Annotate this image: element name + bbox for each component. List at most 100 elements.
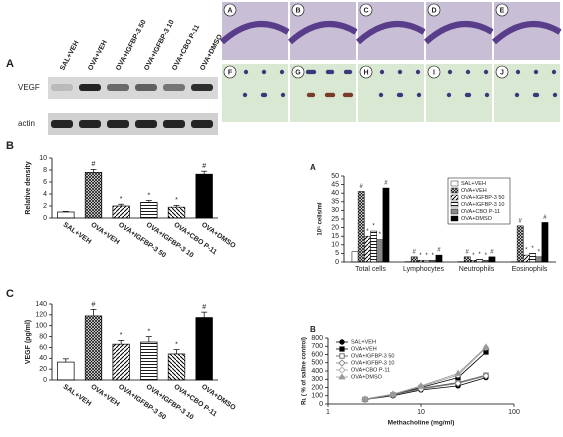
x-tick-label: OVA+IGFBP-3 10 (145, 383, 195, 421)
y-tick-label: 4 (43, 191, 47, 198)
bar (57, 361, 75, 381)
cell (279, 69, 285, 75)
bar (516, 225, 524, 263)
micrographs: A B C D E F G H I J (219, 2, 562, 122)
legend-label: SAL+VEH (461, 181, 486, 187)
marker (339, 367, 345, 373)
cell (397, 69, 403, 75)
label-circle (427, 65, 441, 79)
bar (488, 256, 496, 263)
bar (195, 173, 213, 219)
western-blot: A VEGF actin (6, 58, 218, 135)
cell (379, 69, 385, 75)
cell (415, 69, 421, 75)
y-tick-label: 10 (331, 242, 339, 249)
legend-swatch (450, 201, 459, 208)
bar (382, 187, 390, 263)
bar (140, 202, 158, 219)
tissue (219, 21, 290, 45)
annotation: * (120, 196, 123, 203)
y-tick-label: 45 (331, 181, 339, 188)
tissue (491, 21, 562, 45)
panel-label: B (310, 325, 316, 334)
cell (464, 92, 470, 98)
cell (447, 69, 453, 75)
cell (465, 69, 471, 75)
bar (529, 253, 536, 263)
annotation: # (360, 184, 364, 190)
band (79, 120, 101, 128)
bar (112, 205, 130, 219)
legend-swatch (450, 194, 459, 201)
annotation: # (466, 249, 470, 255)
tissue (423, 21, 494, 45)
row-label: VEGF (18, 83, 40, 92)
bar (535, 256, 543, 263)
y-tick-label: 0 (43, 377, 47, 384)
bar (463, 256, 471, 263)
annotation: * (372, 224, 375, 230)
y-tick-label: 20 (331, 224, 339, 231)
y-tick-label: 0 (335, 259, 339, 266)
micrograph-label: H (363, 69, 368, 76)
annotation: * (419, 253, 422, 259)
annotation: # (543, 215, 547, 221)
band (191, 120, 213, 128)
annotation: * (425, 253, 428, 259)
x-tick-label: Lymphocytes (403, 266, 444, 273)
panel-label: C (6, 288, 14, 300)
legend-label: OVA+VEH (351, 346, 377, 352)
y-tick-label: 60 (39, 344, 47, 351)
lane-label: SAL+VEH (59, 40, 80, 72)
legend-swatch (450, 208, 459, 215)
annotation: * (366, 229, 369, 235)
annotation: # (202, 163, 206, 170)
legend-label: OVA+IGFBP-3 10 (461, 202, 504, 208)
label-circle (291, 65, 305, 79)
micrograph-label: J (500, 69, 504, 76)
bar (167, 206, 186, 219)
micrograph-label: G (295, 69, 301, 76)
x-tick-label: 1 (326, 409, 330, 416)
band (163, 120, 185, 128)
band (135, 120, 157, 128)
legend-label: OVA+CBO P-11 (351, 367, 390, 373)
annotation: * (538, 249, 541, 255)
label-circle (291, 3, 305, 17)
annotation: # (437, 248, 441, 254)
legend-label: SAL+VEH (351, 339, 376, 345)
row-label: actin (18, 119, 35, 128)
bar (351, 251, 359, 263)
micrograph-label: E (500, 7, 505, 14)
legend-box (447, 177, 511, 225)
x-tick-label: Neutrophils (459, 266, 495, 273)
marker (339, 353, 345, 359)
bar (541, 222, 549, 263)
micrograph-label: C (363, 7, 368, 14)
label-circle (359, 3, 373, 17)
lane-label: OVA+CBO P-11 (171, 24, 201, 72)
axes (51, 304, 218, 381)
x-tick-label: OVA+VEH (89, 383, 120, 408)
marker (482, 372, 490, 380)
bar (84, 315, 103, 381)
legend-label: OVA+CBO P-11 (461, 209, 500, 215)
panel-label: A (6, 58, 14, 70)
x-tick-label: OVA+IGFBP-3 50 (117, 383, 167, 421)
cell (325, 69, 331, 75)
annotation: * (531, 246, 534, 252)
cell (396, 92, 402, 98)
lane-label: OVA+IGFBP-3 50 (115, 19, 148, 72)
y-tick-label: 10 (39, 155, 47, 162)
y-tick-label: 800 (311, 335, 323, 342)
bar (112, 343, 130, 381)
annotation: * (379, 232, 382, 238)
cell (306, 92, 312, 98)
bar (410, 256, 418, 263)
cell (484, 92, 490, 98)
legend-swatch (450, 180, 459, 187)
y-tick-label: 15 (331, 233, 339, 240)
band (79, 84, 101, 91)
bar (195, 317, 213, 381)
